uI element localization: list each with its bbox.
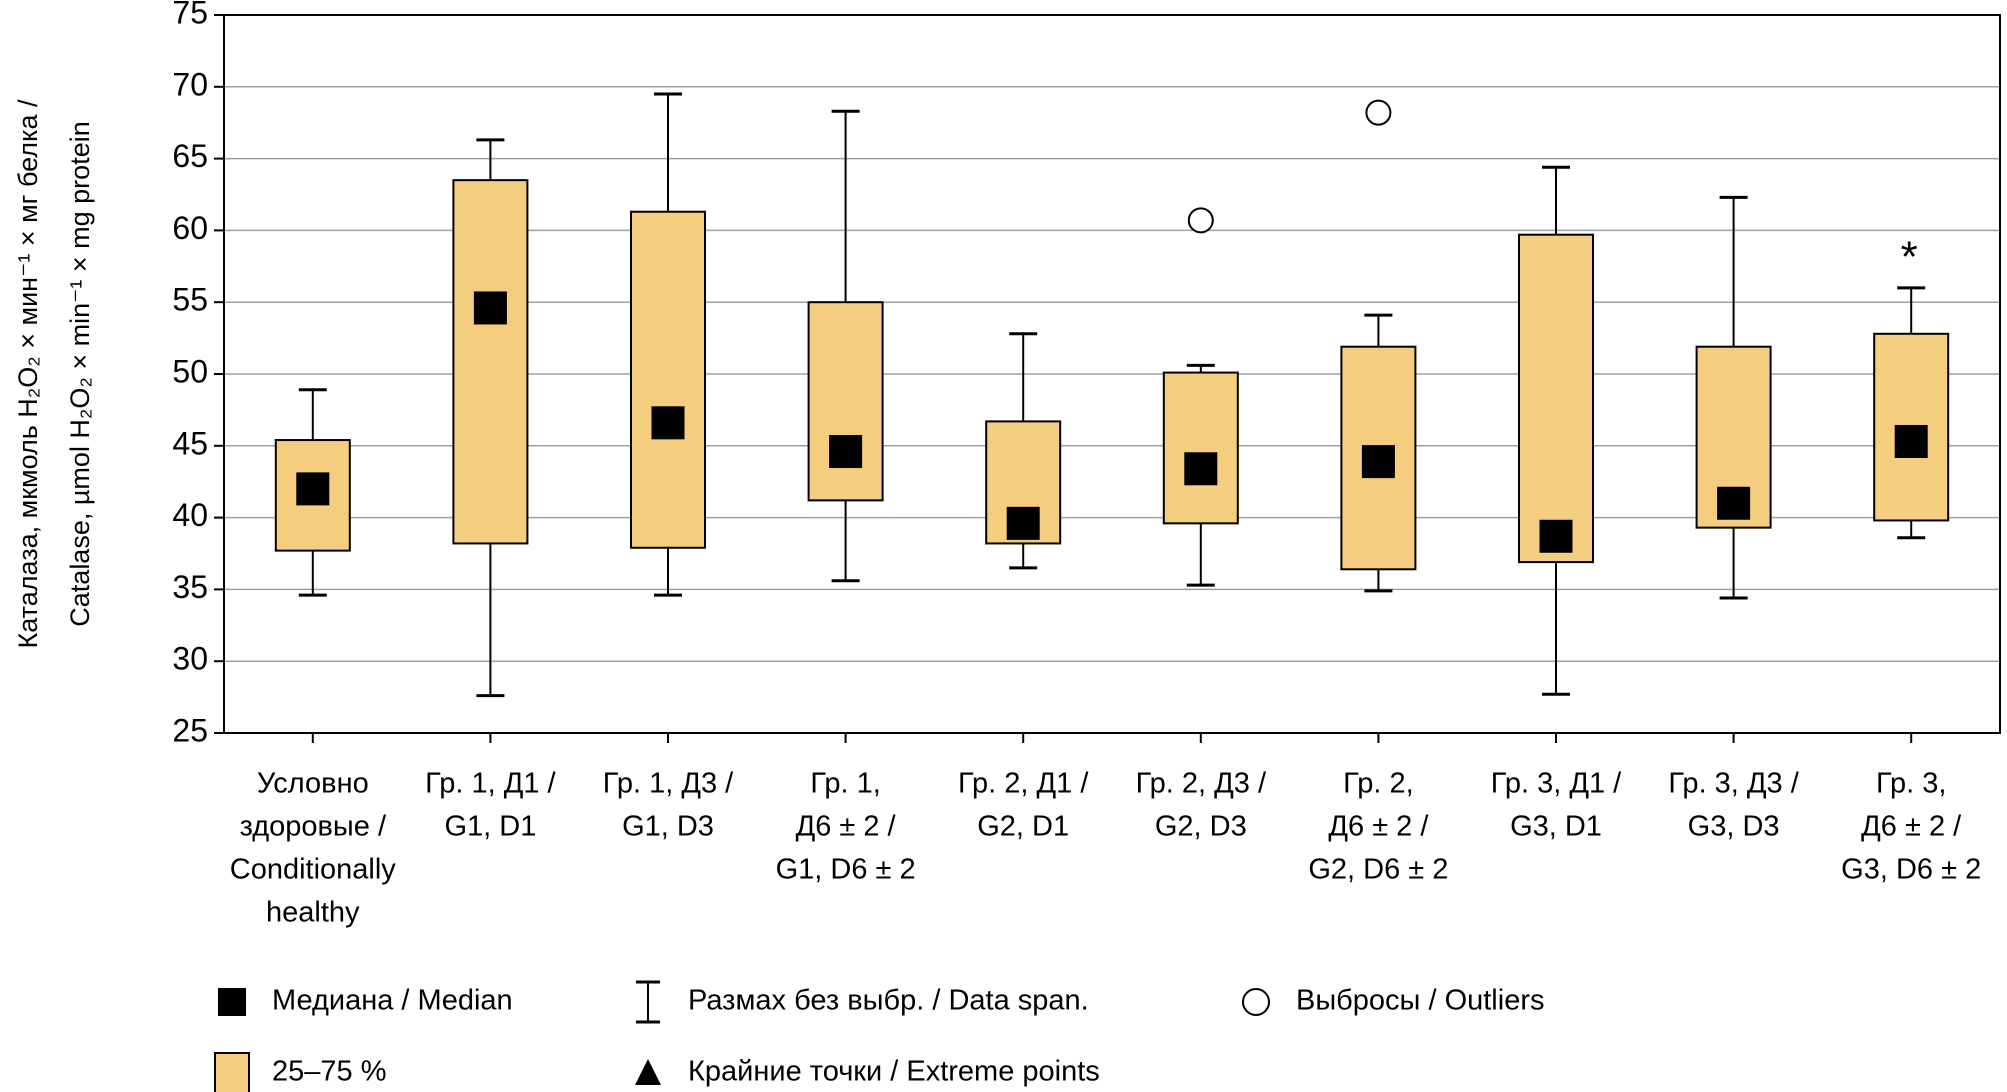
y-tick-label: 50 (172, 353, 208, 389)
median (829, 435, 863, 469)
legend-label: 25–75 % (272, 1056, 387, 1088)
legend-icon (218, 988, 246, 1016)
x-tick-label: G2, D1 (977, 811, 1069, 843)
y-tick-label: 40 (172, 497, 208, 533)
y-tick-label: 75 (172, 0, 208, 30)
legend-icon (1242, 988, 1270, 1016)
median (1894, 424, 1928, 458)
x-tick-label: Д6 ± 2 / (796, 811, 897, 843)
x-tick-label: G3, D6 ± 2 (1841, 854, 1981, 886)
x-tick-label: G2, D3 (1155, 811, 1247, 843)
median (1184, 452, 1218, 486)
x-tick-label: G1, D6 ± 2 (776, 854, 916, 886)
box (1162, 371, 1239, 525)
legend-label: Медиана / Median (272, 985, 513, 1017)
annotation: * (1901, 232, 1918, 281)
box (807, 301, 884, 502)
x-tick-label: Гр. 2, Д3 / (1136, 768, 1267, 800)
y-axis-label: Catalase, µmol H₂O₂ × min⁻¹ × mg protein (65, 121, 95, 626)
x-tick-label: Гр. 3, (1876, 768, 1947, 800)
y-tick-label: 25 (172, 712, 208, 748)
y-tick-label: 60 (172, 210, 208, 246)
x-tick-label: G3, D3 (1688, 811, 1780, 843)
legend-icon (214, 1052, 250, 1092)
x-tick-label: Д6 ± 2 / (1861, 811, 1962, 843)
x-tick-label: Гр. 2, Д1 / (958, 768, 1089, 800)
y-tick-label: 70 (172, 66, 208, 102)
median (1717, 486, 1751, 520)
y-tick-label: 30 (172, 641, 208, 677)
box (452, 179, 529, 545)
x-tick-label: Условно (257, 768, 369, 800)
median (1539, 519, 1573, 553)
median (296, 472, 330, 506)
x-tick-label: Гр. 1, Д1 / (425, 768, 556, 800)
plot-frame (223, 14, 2001, 734)
x-tick-label: Гр. 3, Д1 / (1491, 768, 1622, 800)
x-tick-label: G1, D3 (622, 811, 714, 843)
x-tick-label: G2, D6 ± 2 (1308, 854, 1448, 886)
x-tick-label: здоровые / (240, 811, 387, 843)
legend-label: Выбросы / Outliers (1296, 985, 1544, 1017)
x-tick-label: Conditionally (230, 854, 397, 886)
median (1361, 445, 1395, 479)
legend-label: Крайние точки / Extreme points (688, 1056, 1100, 1088)
x-tick-label: Гр. 2, (1343, 768, 1414, 800)
x-tick-label: Гр. 1, Д3 / (603, 768, 734, 800)
y-tick-label: 35 (172, 569, 208, 605)
outlier (1365, 99, 1392, 126)
x-tick-label: Гр. 1, (810, 768, 881, 800)
x-tick-label: G3, D1 (1510, 811, 1602, 843)
x-tick-label: healthy (266, 897, 360, 929)
y-tick-label: 55 (172, 282, 208, 318)
median (473, 291, 507, 325)
y-tick-label: 45 (172, 425, 208, 461)
x-tick-label: G1, D1 (444, 811, 536, 843)
y-axis-label: Каталаза, мкмоль H₂O₂ × мин⁻¹ × мг белка… (13, 99, 43, 648)
legend-icon (635, 1059, 661, 1085)
median (1006, 506, 1040, 540)
box (630, 210, 706, 549)
x-tick-label: Гр. 3, Д3 / (1668, 768, 1799, 800)
y-tick-label: 65 (172, 138, 208, 174)
median (651, 406, 685, 440)
x-tick-label: Д6 ± 2 / (1328, 811, 1429, 843)
box (1518, 233, 1594, 564)
legend-label: Размах без выбр. / Data span. (688, 985, 1089, 1017)
outlier (1187, 207, 1214, 234)
